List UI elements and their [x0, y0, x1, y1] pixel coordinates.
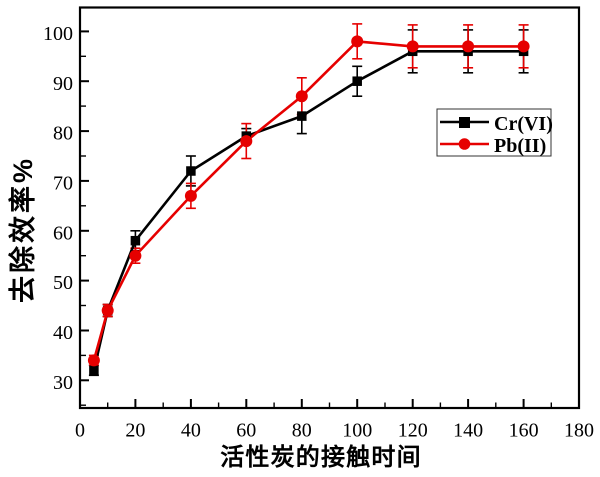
svg-text:30: 30 [53, 372, 73, 394]
svg-text:60: 60 [53, 222, 73, 244]
svg-text:100: 100 [342, 420, 372, 442]
svg-text:活性炭的接触时间: 活性炭的接触时间 [220, 443, 422, 471]
svg-text:70: 70 [53, 173, 73, 195]
svg-text:40: 40 [53, 322, 73, 344]
svg-text:50: 50 [53, 272, 73, 294]
svg-text:90: 90 [53, 73, 73, 95]
svg-text:去除效率%: 去除效率% [7, 156, 38, 303]
svg-text:120: 120 [398, 420, 428, 442]
svg-text:180: 180 [564, 420, 594, 442]
svg-text:40: 40 [181, 420, 201, 442]
svg-text:60: 60 [236, 420, 256, 442]
svg-text:20: 20 [125, 420, 145, 442]
svg-text:160: 160 [509, 420, 539, 442]
svg-text:Cr(VI): Cr(VI) [494, 113, 553, 135]
svg-text:0: 0 [75, 420, 85, 442]
svg-text:80: 80 [292, 420, 312, 442]
svg-text:Pb(II): Pb(II) [494, 135, 546, 157]
svg-text:100: 100 [43, 23, 73, 45]
svg-text:80: 80 [53, 123, 73, 145]
svg-text:140: 140 [453, 420, 483, 442]
